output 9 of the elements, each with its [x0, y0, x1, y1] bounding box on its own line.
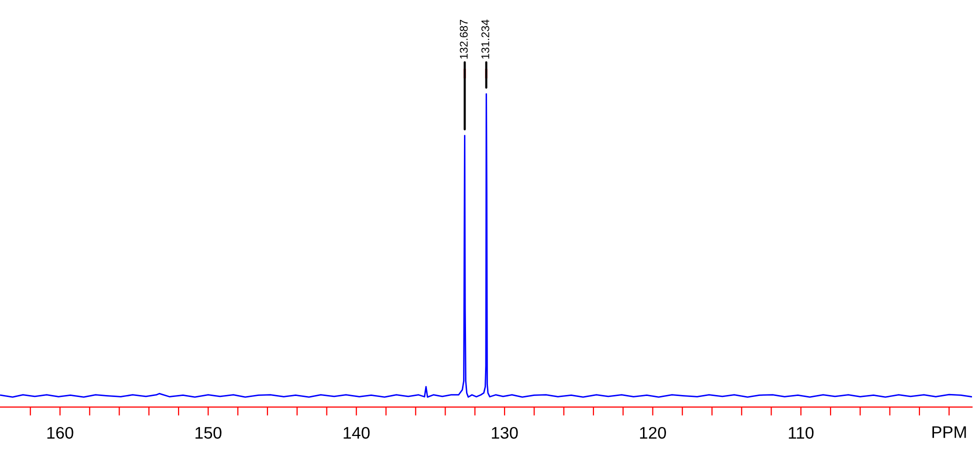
x-tick-label: 150 [196, 426, 222, 439]
x-tick-label: 130 [492, 426, 518, 439]
annotation: 132.687 [460, 20, 468, 59]
x-tick-label: 160 [47, 426, 74, 439]
x-tick-label: 140 [344, 426, 370, 439]
x-tick-label: 120 [640, 426, 666, 439]
x-tick-label: 110 [788, 426, 814, 439]
x-axis-title: PPM [932, 426, 966, 438]
annotation: 131.234 [481, 20, 490, 59]
